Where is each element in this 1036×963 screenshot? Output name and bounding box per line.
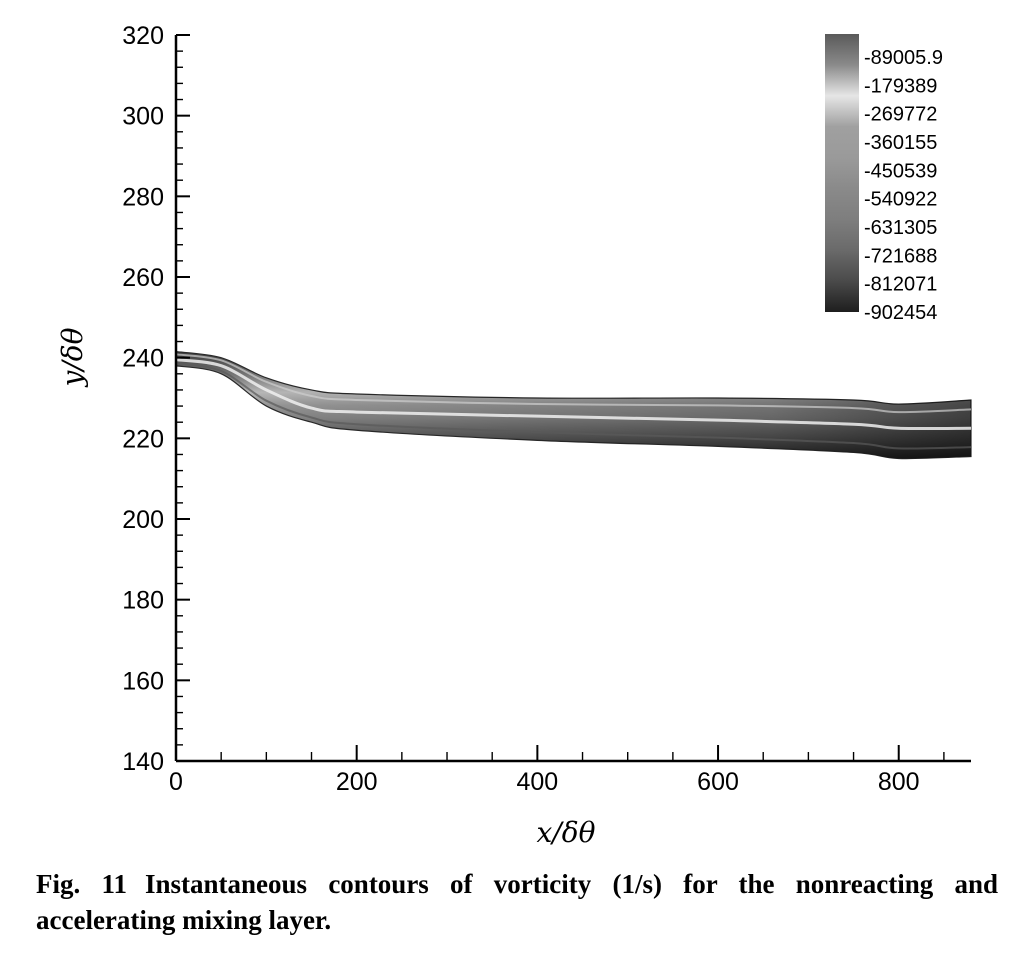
x-tick-label: 400 [517, 768, 559, 796]
x-tick-label: 0 [169, 768, 183, 796]
caption-text: Instantaneous contours of vorticity (1/s… [36, 869, 998, 935]
figure-number: Fig. 11 [36, 869, 128, 899]
mixing-layer-upper-contour [175, 353, 972, 414]
mixing-layer [175, 350, 972, 460]
vorticity-contour-figure: 140 160 180 200 220 240 260 280 300 320 0 200 400 600… [56, 22, 972, 849]
colorbar-label: -540922 [864, 189, 937, 211]
colorbar-gradient [825, 34, 859, 312]
y-tick-label: 320 [122, 22, 164, 50]
mixing-layer-centerline [175, 358, 972, 431]
colorbar-label: -902454 [864, 302, 937, 324]
contour-plot: 140 160 180 200 220 240 260 280 300 320 0 200 400 600… [56, 22, 972, 849]
axes: 140 160 180 200 220 240 260 280 300 320 0 200 400 600… [122, 22, 971, 796]
y-tick-label: 280 [122, 183, 164, 211]
mixing-layer-lower-contour [175, 362, 972, 450]
y-tick-label: 180 [122, 587, 164, 615]
colorbar-label: -360155 [864, 132, 937, 154]
colorbar-label: -89005.9 [864, 47, 943, 69]
colorbar-label: -631305 [864, 217, 937, 239]
y-tick-label: 260 [122, 264, 164, 292]
x-tick-label: 200 [336, 768, 378, 796]
y-tick-label: 140 [122, 748, 164, 776]
colorbar-label: -179389 [864, 75, 937, 97]
x-tick-label: 600 [697, 768, 739, 796]
y-tick-label: 160 [122, 667, 164, 695]
y-axis-label: y/δθ [56, 327, 89, 388]
colorbar-label: -450539 [864, 160, 937, 182]
x-axis-label: x/δθ [537, 816, 596, 849]
colorbar-label: -269772 [864, 104, 937, 126]
y-tick-label: 240 [122, 345, 164, 373]
colorbar-label: -721688 [864, 245, 937, 267]
y-tick-label: 220 [122, 425, 164, 453]
figure-caption: Fig. 11 Instantaneous contours of vortici… [36, 866, 998, 938]
colorbar-label: -812071 [864, 274, 937, 296]
y-tick-label: 200 [122, 506, 164, 534]
y-tick-label: 300 [122, 103, 164, 131]
colorbar: -89005.9 -179389 -269772 -360155 -450539 -540… [825, 34, 943, 324]
x-tick-label: 800 [878, 768, 920, 796]
